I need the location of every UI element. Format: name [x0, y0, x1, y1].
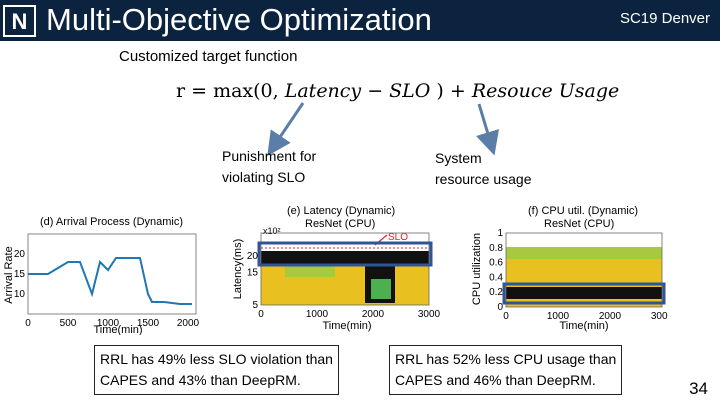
e-xticks-label-2: 2000	[362, 309, 385, 320]
punishment-arrow	[267, 102, 305, 156]
system-line1: System	[435, 150, 482, 166]
arrival-rate-series	[28, 257, 192, 305]
d-yticks-label-0: 10	[14, 289, 26, 300]
chart-e-ylabel: Latency(ms)	[232, 239, 244, 300]
formula-latency-term: Latency − SLO	[284, 80, 431, 102]
formula-lhs: r = max(0,	[176, 80, 285, 102]
system-arrow	[476, 103, 500, 156]
punishment-line2: violating SLO	[222, 169, 306, 185]
f-xticks-label-2: 2000	[599, 311, 622, 322]
d-xticks-label-3: 1500	[137, 318, 160, 329]
d-xticks-label-4: 2000	[177, 318, 200, 329]
cpu-heat-green	[506, 247, 662, 259]
f-yticks-label-3: 0.6	[489, 258, 503, 269]
latency-heat-green-2	[371, 279, 391, 299]
cpu-utilization-chart: (f) CPU util. (Dynamic) ResNet (CPU) 0 0.…	[471, 205, 668, 332]
e-xticks-label-3: 3000	[418, 309, 440, 320]
chart-f-title: (f) CPU util. (Dynamic)	[528, 205, 638, 217]
d-xticks-label-1: 500	[60, 318, 77, 329]
punishment-annotation: Punishment for violating SLO	[222, 146, 316, 188]
cpu-highlight-box	[502, 282, 666, 305]
chart-d-ylabel: Arrival Rate	[3, 246, 15, 303]
logo-letter: N	[12, 9, 28, 34]
cpu-callout-line1: RRL has 52% less CPU usage than	[395, 351, 617, 367]
formula-resource-term: Resouce Usage	[471, 80, 620, 102]
chart-e-xlabel: Time(min)	[322, 320, 371, 332]
page-number: 34	[689, 379, 708, 398]
latency-heat-green-1	[285, 265, 335, 277]
f-yticks-label-5: 1	[497, 228, 503, 239]
chart-d-xlabel: Time(min)	[93, 324, 142, 335]
f-yticks-label-0: 0	[497, 302, 503, 313]
chart-d-title: (d) Arrival Process (Dynamic)	[40, 216, 183, 228]
e-xticks-label-1: 1000	[306, 309, 329, 320]
formula-mid: ) +	[430, 80, 472, 102]
e-xticks-label-0: 0	[258, 309, 264, 320]
e-yticks-label-2: 20	[247, 251, 259, 262]
f-xticks-label-0: 0	[503, 311, 509, 322]
f-xticks-label-3: 3000	[651, 311, 668, 322]
cpu-heat-black	[506, 287, 662, 299]
chart-e-frame	[260, 232, 430, 306]
chart-f-subtitle: ResNet (CPU)	[544, 218, 614, 230]
slide-title: Multi-Objective Optimization	[46, 2, 432, 37]
latency-chart: (e) Latency (Dynamic) ResNet (CPU) x10² …	[232, 205, 440, 332]
slide-header: N Multi-Objective Optimization SC19 Denv…	[0, 0, 720, 41]
chart-e-title: (e) Latency (Dynamic)	[287, 205, 395, 217]
slo-callout-box: RRL has 49% less SLO violation than CAPE…	[94, 345, 339, 395]
slo-callout-line1: RRL has 49% less SLO violation than	[100, 351, 333, 367]
f-yticks-label-1: 0.2	[489, 287, 503, 298]
d-xticks-label-2: 1000	[97, 318, 120, 329]
d-xticks-label-0: 0	[25, 318, 31, 329]
venue-label: SC19 Denver	[619, 10, 710, 27]
slo-callout-line2: CAPES and 43% than DeepRM.	[100, 372, 301, 388]
system-annotation: System resource usage	[435, 148, 532, 190]
cpu-callout-box: RRL has 52% less CPU usage than CAPES an…	[389, 345, 623, 395]
punishment-line1: Punishment for	[222, 148, 317, 164]
f-yticks-label-4: 0.8	[489, 243, 503, 254]
f-yticks-label-2: 0.4	[489, 272, 503, 283]
e-yticks-label-0: 5	[252, 300, 258, 311]
cpu-callout-line2: CAPES and 46% than DeepRM.	[395, 372, 596, 388]
slo-label: SLO	[388, 232, 408, 243]
chart-e-subtitle: ResNet (CPU)	[305, 218, 375, 230]
d-yticks-label-1: 15	[14, 269, 26, 280]
latency-highlight-box	[257, 241, 433, 267]
chart-e-multiplier: x10²	[263, 226, 281, 236]
university-logo-icon: N	[3, 5, 36, 37]
chart-f-frame	[505, 232, 663, 308]
chart-f-ylabel: CPU utilization	[471, 233, 483, 305]
e-yticks-label-1: 15	[247, 267, 259, 278]
f-xticks-label-1: 1000	[547, 311, 570, 322]
latency-heat-black	[261, 251, 429, 265]
slide-subtitle: Customized target function	[119, 48, 298, 65]
system-line2: resource usage	[435, 171, 532, 187]
d-yticks-label-2: 20	[14, 249, 26, 260]
chart-f-xlabel: Time(min)	[559, 320, 608, 332]
target-function-formula: r = max(0, Latency − SLO ) + Resouce Usa…	[176, 80, 619, 102]
arrival-process-chart: (d) Arrival Process (Dynamic) 10 15 20 0 50…	[3, 216, 200, 335]
